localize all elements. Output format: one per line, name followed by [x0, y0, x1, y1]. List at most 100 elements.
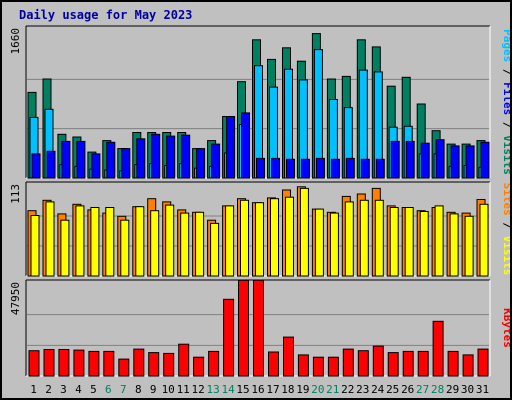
bar-pages-day-5 — [91, 153, 101, 179]
x-tick-label-day-9: 9 — [150, 383, 157, 396]
bar-visits-day-17 — [270, 198, 279, 277]
bar-kbytes-day-18 — [283, 336, 294, 377]
bar-kbytes-day-22 — [342, 348, 354, 377]
x-tick-label-day-25: 25 — [386, 383, 399, 396]
bar-visits-day-11 — [180, 212, 190, 277]
bar-pages-day-24 — [375, 158, 385, 179]
x-tick-label-day-15: 15 — [236, 383, 249, 396]
bar-pages-day-3 — [61, 140, 71, 179]
bar-visits-day-1 — [30, 215, 40, 277]
bar-visits-day-12 — [195, 211, 205, 277]
bar-kbytes-day-5 — [88, 350, 100, 377]
right-axis-label-sites-visits: Sites / Visits — [501, 183, 510, 276]
bar-pages-day-25 — [390, 140, 400, 179]
bar-visits-day-4 — [75, 205, 85, 277]
x-tick-label-day-29: 29 — [446, 383, 459, 396]
y-axis-max-label: 1660 — [9, 28, 22, 55]
x-tick-label-day-1: 1 — [30, 383, 37, 396]
x-tick-label-day-21: 21 — [326, 383, 339, 396]
panel-sites-visits: 113 Sites / Visits — [9, 181, 510, 277]
bar-pages-day-27 — [420, 142, 430, 179]
bar-pages-day-14 — [226, 116, 236, 179]
x-tick-label-day-5: 5 — [90, 383, 97, 396]
x-tick-label-day-18: 18 — [281, 383, 294, 396]
bar-kbytes-day-14 — [223, 298, 235, 377]
bar-kbytes-day-13 — [208, 350, 220, 377]
bar-pages-day-30 — [465, 145, 475, 179]
bar-kbytes-day-20 — [312, 356, 324, 377]
bar-visits-day-21 — [329, 212, 339, 277]
chart-panels: 1660 Pages / Files / Visits 113 Sites / Vis… — [9, 25, 510, 377]
bar-pages-day-12 — [196, 148, 206, 179]
bar-visits-day-10 — [165, 204, 175, 277]
bar-pages-day-10 — [166, 135, 176, 179]
right-axis-label-hits-files-pages: Pages / Files / Visits — [501, 29, 510, 175]
panel-kbytes: 47950 KBytes — [9, 279, 510, 377]
bar-pages-day-17 — [271, 157, 280, 179]
right-label-part: / — [501, 62, 510, 82]
bar-visits-day-20 — [314, 208, 324, 277]
bar-kbytes-day-24 — [372, 345, 384, 377]
bar-kbytes-day-9 — [148, 352, 160, 377]
bar-visits-day-7 — [120, 219, 130, 277]
bar-visits-day-3 — [60, 219, 70, 277]
bar-pages-day-22 — [345, 157, 355, 179]
bar-visits-day-30 — [464, 215, 474, 277]
x-tick-label-day-3: 3 — [60, 383, 67, 396]
bar-visits-day-24 — [374, 199, 384, 277]
right-label-part: Visits — [501, 236, 510, 276]
bar-pages-day-20 — [315, 157, 325, 179]
bar-kbytes-day-1 — [28, 350, 40, 377]
right-label-part: Pages — [501, 29, 510, 62]
bar-kbytes-day-26 — [402, 350, 414, 377]
bar-kbytes-day-11 — [178, 343, 190, 377]
bar-visits-day-15 — [240, 199, 249, 277]
bar-kbytes-day-21 — [327, 356, 339, 377]
bar-kbytes-day-6 — [103, 350, 115, 377]
right-label-part: Visits — [501, 135, 510, 175]
bar-pages-day-18 — [286, 158, 295, 179]
bar-visits-day-6 — [105, 207, 115, 277]
bar-pages-day-16 — [256, 157, 265, 179]
y-axis-max-label: 47950 — [9, 282, 22, 315]
x-tick-label-day-12: 12 — [191, 383, 204, 396]
bar-pages-day-15 — [241, 112, 250, 179]
bar-visits-day-31 — [479, 203, 489, 277]
bar-pages-day-4 — [76, 140, 86, 179]
bar-visits-day-18 — [285, 196, 294, 277]
x-tick-label-day-10: 10 — [162, 383, 175, 396]
x-tick-label-day-14: 14 — [221, 383, 235, 396]
bar-kbytes-day-4 — [73, 349, 85, 377]
bar-pages-day-21 — [330, 158, 340, 179]
right-label-part: KBytes — [501, 308, 510, 348]
bar-visits-day-13 — [210, 222, 220, 277]
x-tick-label-day-31: 31 — [476, 383, 489, 396]
x-tick-label-day-22: 22 — [341, 383, 354, 396]
x-tick-label-day-6: 6 — [105, 383, 112, 396]
x-tick-label-day-4: 4 — [75, 383, 82, 396]
bar-kbytes-day-25 — [387, 352, 399, 377]
x-tick-label-day-30: 30 — [461, 383, 474, 396]
bar-pages-day-9 — [151, 133, 161, 179]
bar-pages-day-26 — [405, 140, 415, 179]
bar-kbytes-day-8 — [133, 348, 145, 377]
x-tick-label-day-24: 24 — [371, 383, 385, 396]
x-tick-label-day-11: 11 — [177, 383, 190, 396]
bar-visits-day-23 — [359, 199, 369, 277]
bar-visits-day-16 — [255, 202, 264, 277]
x-axis-day-labels: 1 2 3 4 5 6 7 8 9 10 11 12 13 14 15 16 17 18 19 20 21 22 23 24 2… — [30, 383, 489, 396]
bar-pages-day-31 — [480, 141, 490, 179]
x-tick-label-day-17: 17 — [266, 383, 279, 396]
y-axis-max-label: 113 — [9, 184, 22, 204]
panel-hits-files-pages: 1660 Pages / Files / Visits — [9, 25, 510, 179]
x-tick-label-day-13: 13 — [206, 383, 219, 396]
bar-kbytes-day-31 — [477, 348, 489, 377]
bar-kbytes-day-3 — [58, 349, 70, 377]
chart-title: Daily usage for May 2023 — [19, 8, 192, 22]
x-tick-label-day-8: 8 — [135, 383, 142, 396]
bar-pages-day-19 — [300, 158, 310, 179]
bar-pages-day-11 — [181, 134, 191, 179]
bar-kbytes-day-30 — [462, 354, 474, 377]
